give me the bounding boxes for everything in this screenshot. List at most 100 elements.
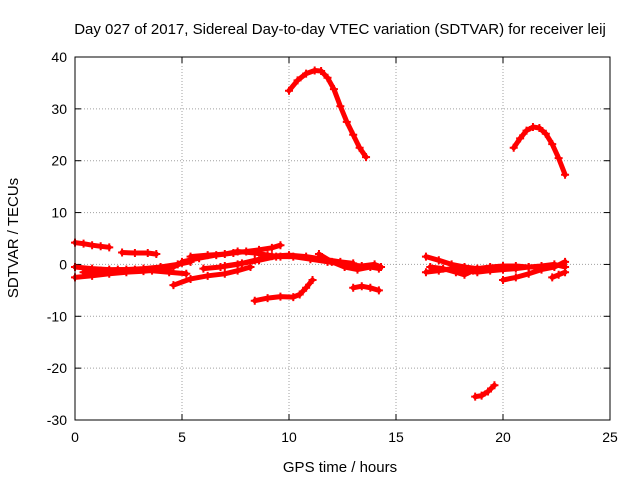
data-point: [471, 392, 480, 401]
chart-title: Day 027 of 2017, Sidereal Day-to-day VTE…: [74, 21, 606, 38]
data-point: [105, 243, 114, 252]
data-point: [342, 117, 351, 126]
data-point: [366, 263, 375, 272]
series-s18: [426, 263, 478, 279]
data-point: [537, 265, 546, 274]
data-point: [340, 263, 349, 272]
data-point: [237, 259, 246, 268]
data-point: [374, 286, 383, 295]
series-s14: [314, 250, 383, 274]
data-point: [499, 275, 507, 284]
x-axis-label: GPS time / hours: [283, 459, 397, 476]
data-point: [366, 283, 375, 292]
data-point: [293, 76, 302, 85]
data-point: [250, 249, 259, 258]
data-point: [421, 268, 430, 277]
data-point: [88, 241, 97, 250]
data-point: [548, 140, 557, 149]
data-point: [554, 270, 563, 279]
series-s19: [499, 257, 570, 284]
series-track: [119, 250, 159, 257]
data-point: [357, 282, 366, 291]
data-point: [220, 250, 229, 259]
data-point: [469, 266, 478, 275]
data-point: [561, 257, 570, 266]
data-point: [272, 252, 281, 261]
data-point: [295, 290, 304, 299]
data-point: [349, 283, 358, 292]
series-s15: [349, 282, 383, 295]
data-point: [302, 69, 311, 78]
data-point: [524, 269, 533, 278]
data-point: [535, 124, 544, 133]
data-point: [169, 281, 178, 290]
data-point: [96, 266, 105, 275]
data-point: [289, 293, 298, 302]
series-s20: [548, 268, 570, 282]
data-point: [522, 126, 531, 135]
data-point: [374, 264, 383, 273]
data-point: [148, 266, 157, 275]
data-point: [434, 256, 443, 265]
data-point: [477, 391, 486, 400]
y-tick-label: -20: [47, 360, 67, 376]
data-point: [276, 241, 285, 250]
plot-frame: [74, 56, 611, 421]
data-point: [516, 134, 525, 143]
series-track: [511, 124, 568, 178]
data-point: [484, 387, 493, 396]
y-tick-label: 30: [51, 101, 67, 117]
series-s8: [169, 263, 255, 290]
data-point: [509, 143, 518, 152]
data-point: [79, 239, 88, 248]
series-s2: [509, 123, 570, 179]
data-point: [130, 265, 139, 274]
data-point: [426, 263, 435, 272]
y-tick-label: -10: [47, 308, 67, 324]
data-point: [349, 130, 358, 139]
data-point: [79, 268, 88, 277]
y-tick-label: 40: [51, 49, 67, 65]
data-point: [169, 263, 178, 272]
x-tick-label: 0: [71, 429, 79, 445]
data-point: [314, 250, 323, 259]
data-point: [528, 123, 537, 132]
data-point: [203, 251, 212, 260]
data-point: [362, 153, 371, 162]
data-point: [130, 249, 139, 258]
data-point: [317, 67, 326, 76]
data-point: [499, 265, 507, 274]
data-point: [285, 86, 293, 95]
data-point: [541, 129, 550, 138]
data-point: [490, 381, 499, 390]
data-point: [308, 275, 317, 284]
data-point: [353, 265, 362, 274]
data-point: [524, 263, 533, 272]
data-point: [548, 273, 557, 282]
data-point: [263, 294, 272, 303]
data-point: [233, 247, 242, 256]
data-point: [561, 268, 570, 277]
series-s21: [471, 381, 499, 401]
data-point: [267, 243, 276, 252]
data-point: [186, 252, 195, 261]
series-track: [350, 283, 382, 293]
data-point: [165, 268, 174, 277]
data-point: [561, 170, 570, 179]
y-tick-label: -30: [47, 412, 67, 428]
y-tick-label: 0: [59, 256, 67, 272]
data-point: [306, 255, 315, 264]
y-tick-label: 10: [51, 205, 67, 221]
data-point: [421, 252, 430, 261]
y-axis-label: SDTVAR / TECUs: [5, 178, 22, 298]
data-point: [178, 257, 186, 266]
x-tick-label: 20: [495, 429, 511, 445]
x-tick-label: 10: [281, 429, 297, 445]
data-point: [220, 269, 229, 278]
data-point: [250, 296, 259, 305]
series-s13: [250, 275, 317, 305]
data-point: [118, 248, 127, 257]
data-point: [152, 250, 161, 259]
series-s1: [285, 66, 371, 162]
